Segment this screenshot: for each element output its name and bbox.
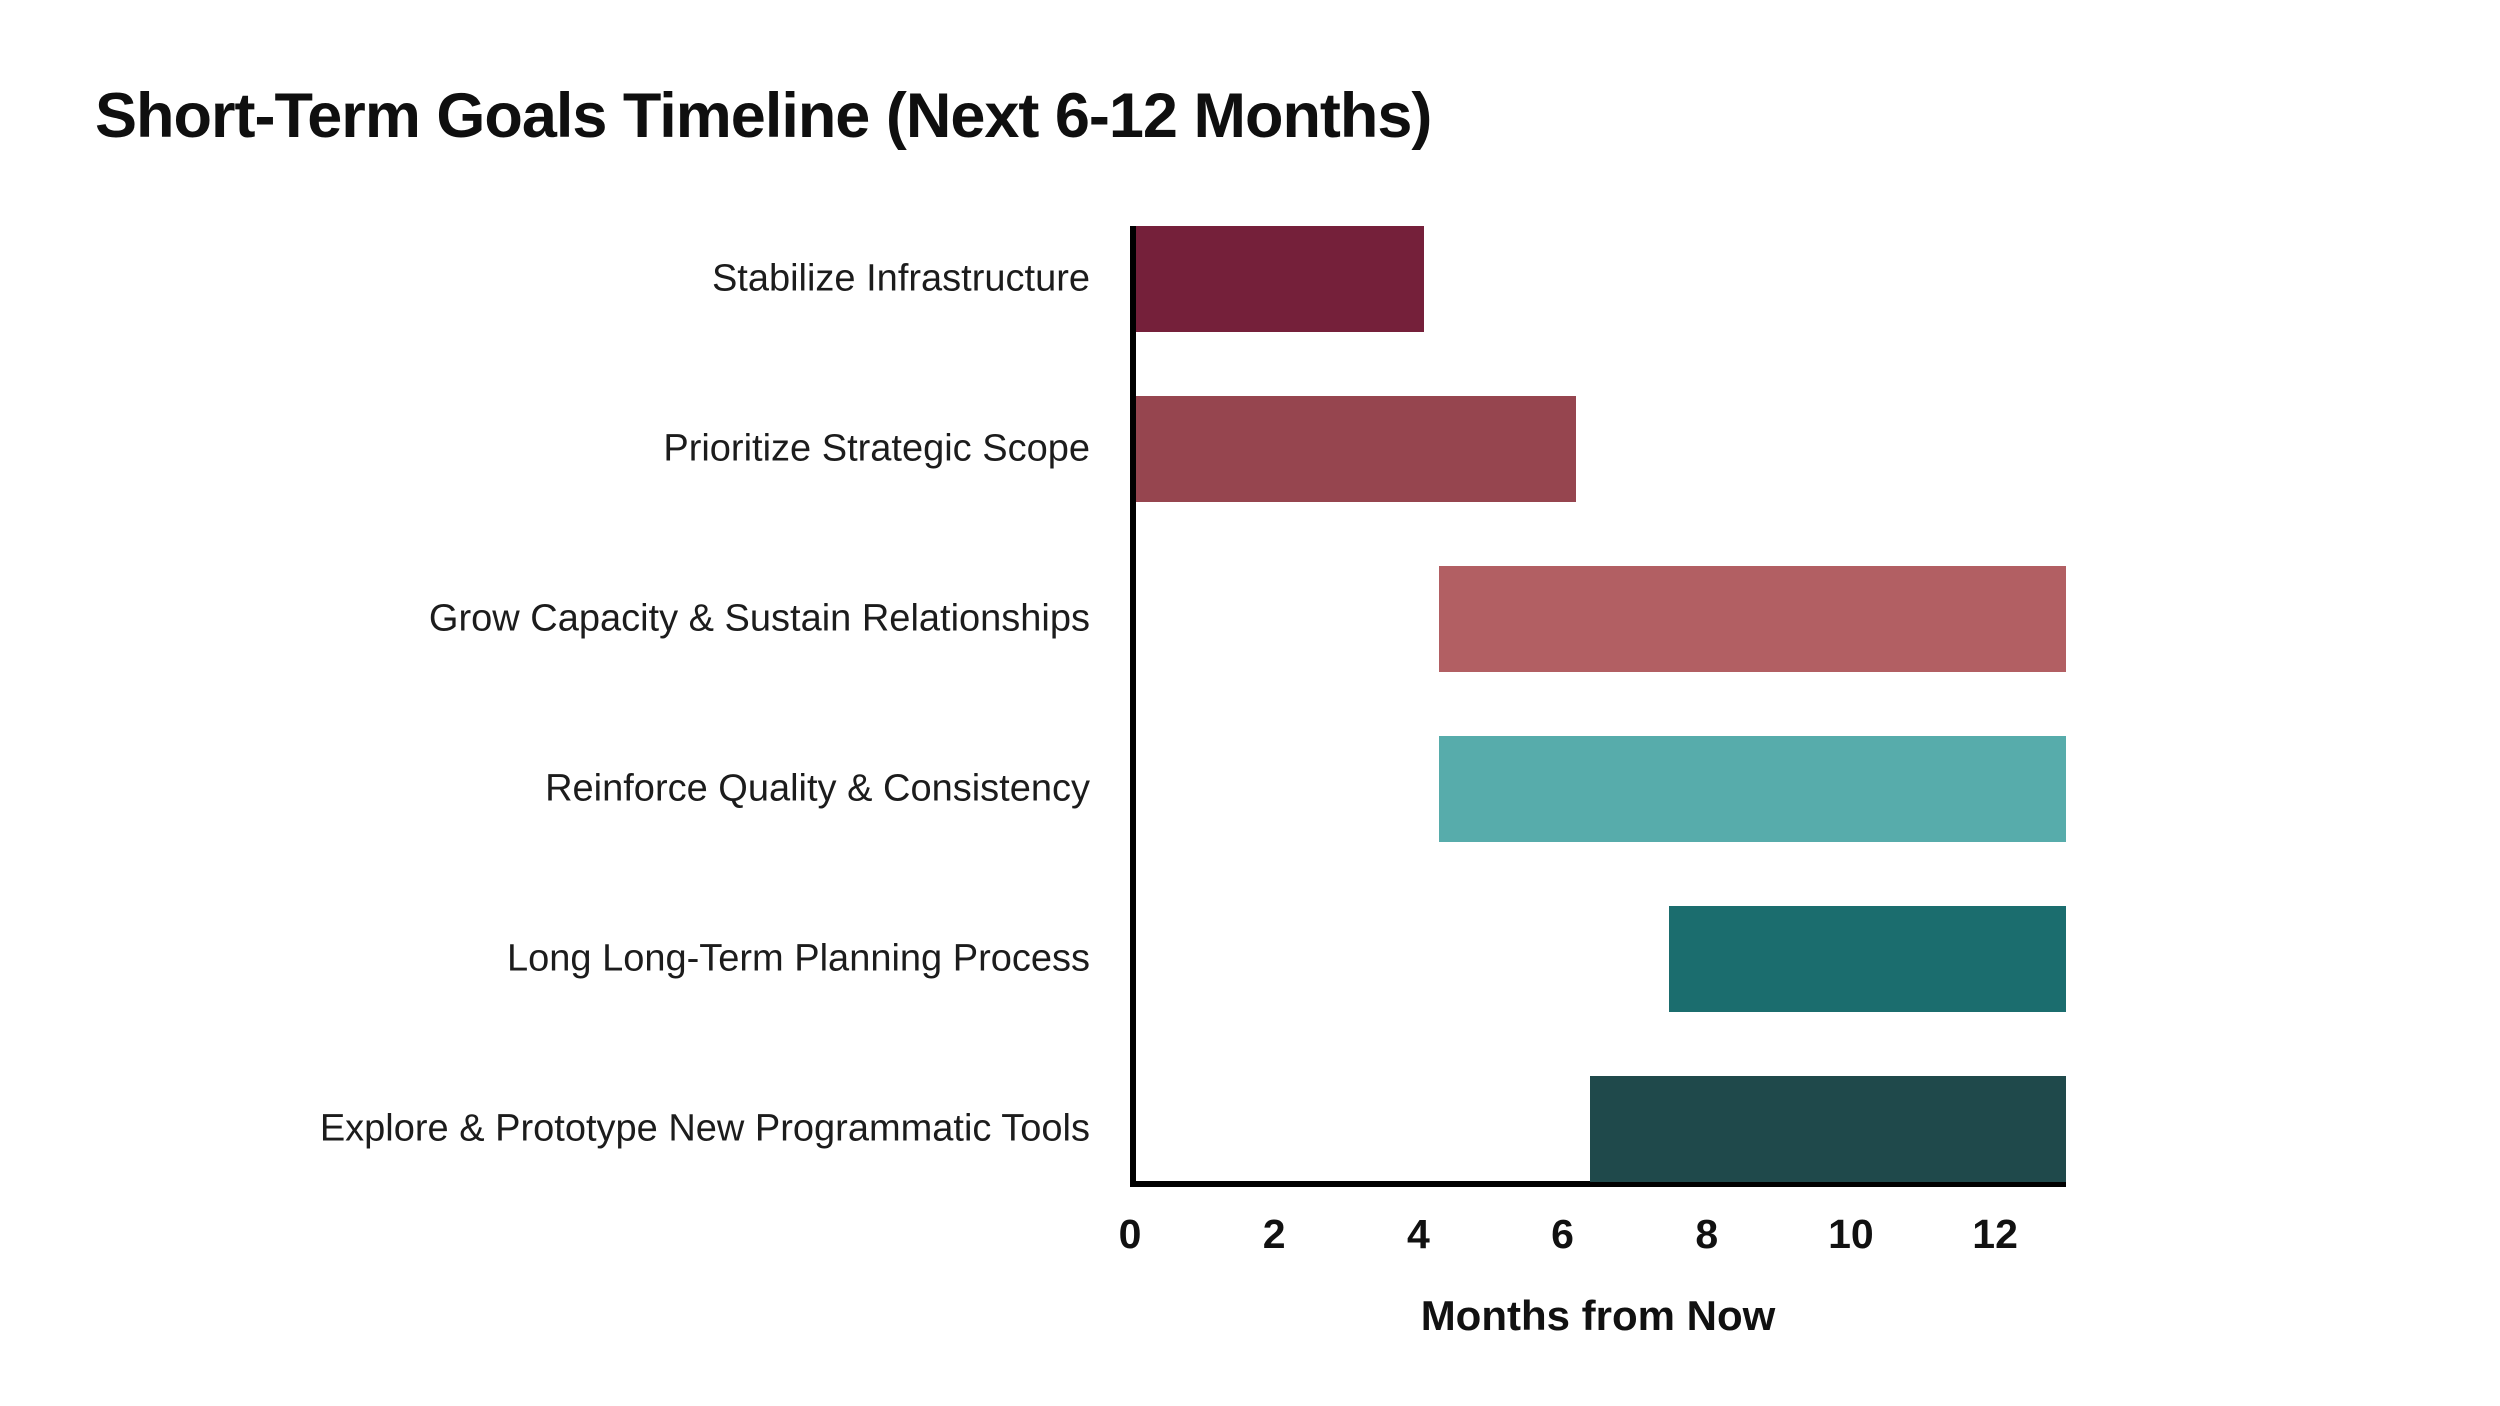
- bar-row: Reinforce Quality & Consistency: [545, 736, 2066, 842]
- x-tick-label: 2: [1262, 1211, 1286, 1257]
- x-tick-label: 12: [1972, 1211, 2018, 1257]
- bar-row: Prioritize Strategic Scope: [663, 396, 2066, 502]
- category-label: Prioritize Strategic Scope: [663, 427, 1090, 470]
- x-axis-title: Months from Now: [1420, 1292, 1776, 1339]
- timeline-bar: [1669, 906, 2066, 1012]
- timeline-bar: [1136, 396, 1576, 502]
- category-label: Reinforce Quality & Consistency: [545, 767, 1090, 810]
- bar-row: Explore & Prototype New Programmatic Too…: [320, 1076, 2066, 1182]
- x-tick-label: 10: [1828, 1211, 1874, 1257]
- bar-row: Stabilize Infrastructure: [712, 226, 2066, 332]
- category-label: Long Long-Term Planning Process: [506, 937, 1090, 980]
- timeline-bar: [1590, 1076, 2066, 1182]
- category-label: Grow Capacity & Sustain Relationships: [428, 597, 1090, 640]
- x-tick-label: 8: [1695, 1211, 1719, 1257]
- timeline-bar: [1438, 566, 2066, 672]
- category-label: Stabilize Infrastructure: [711, 257, 1090, 300]
- category-label: Explore & Prototype New Programmatic Too…: [319, 1107, 1090, 1150]
- plot-area: Stabilize Infrastructure Prioritize Strat…: [320, 226, 2066, 1187]
- chart-title: Short-Term Goals Timeline (Next 6-12 Mon…: [95, 81, 1432, 151]
- x-tick-label: 6: [1551, 1211, 1574, 1257]
- bar-row: Long Long-Term Planning Process: [507, 906, 2066, 1012]
- timeline-bar: [1438, 736, 2066, 842]
- x-tick-label: 0: [1118, 1211, 1142, 1257]
- x-tick-label: 4: [1406, 1211, 1430, 1257]
- timeline-bar: [1136, 226, 1425, 332]
- bar-row: Grow Capacity & Sustain Relationships: [429, 566, 2066, 672]
- x-axis-area: Months from Now 0 2 4 6 8 10 12: [1119, 1187, 2066, 1387]
